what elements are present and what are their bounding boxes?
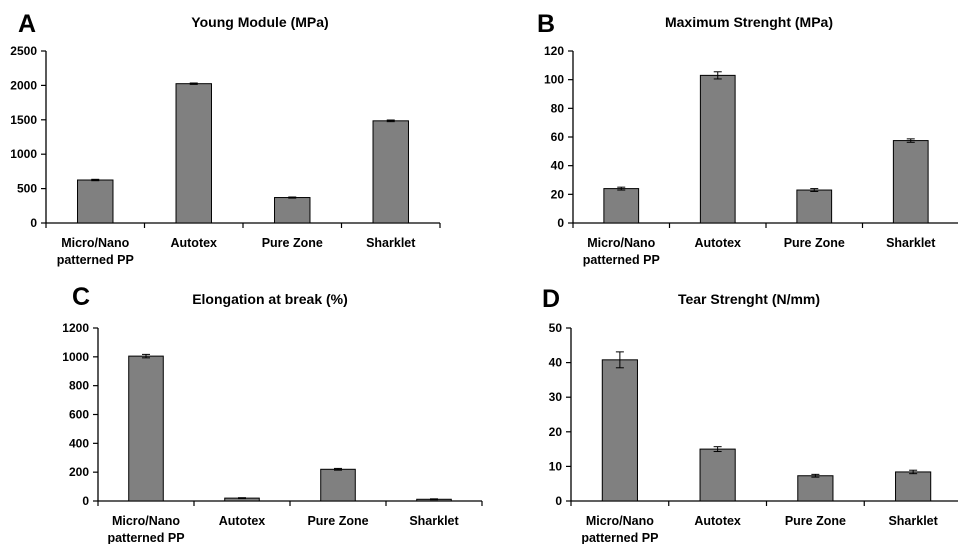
bar [175, 83, 212, 224]
bar [797, 475, 834, 502]
x-category-label: Micro/Nano patterned PP [57, 236, 134, 267]
panel-letter: D [542, 285, 561, 313]
y-tick-label: 120 [544, 44, 564, 58]
bar [372, 120, 409, 224]
chart-title: Young Module (MPa) [191, 14, 329, 30]
y-tick-label: 600 [69, 408, 89, 422]
y-tick-label: 1200 [62, 321, 89, 335]
bar [77, 179, 114, 224]
y-tick-label: 1000 [10, 147, 37, 161]
panel-letter: A [18, 10, 37, 38]
y-tick-label: 0 [30, 216, 37, 230]
chart-title: Maximum Strenght (MPa) [664, 14, 833, 30]
bar [603, 188, 640, 224]
bar [601, 359, 638, 502]
bar [274, 197, 311, 224]
bar-chart-svg: 0 10 20 30 40 50 Micro/Nano patterned PP Autotex… [549, 321, 958, 544]
bar [699, 74, 736, 224]
bar [128, 355, 164, 502]
y-tick-label: 100 [544, 73, 564, 87]
x-category-label: Pure Zone [307, 514, 368, 528]
chart-title: Elongation at break (%) [192, 291, 348, 307]
y-tick-label: 800 [69, 379, 89, 393]
y-tick-label: 80 [551, 101, 565, 115]
y-tick-label: 40 [549, 356, 563, 370]
panel-letter: B [537, 10, 556, 38]
x-category-label: Sharklet [888, 514, 938, 528]
bar [796, 189, 833, 224]
y-tick-label: 20 [549, 425, 563, 439]
y-tick-label: 1500 [10, 113, 37, 127]
x-category-label: Sharklet [366, 236, 416, 250]
bar [892, 140, 929, 224]
y-tick-label: 400 [69, 436, 89, 450]
bar [699, 448, 736, 502]
panel-young-module: A Young Module (MPa) 0 500 1000 1500 2000 250… [0, 0, 479, 272]
bar [895, 471, 932, 502]
y-tick-label: 20 [551, 187, 565, 201]
panel-maximum-strength: B Maximum Strenght (MPa) 0 20 40 60 80 100 120… [479, 0, 958, 272]
panel-elongation-at-break: C Elongation at break (%) 0 200 400 600 800 1… [0, 272, 483, 544]
y-tick-label: 40 [551, 159, 565, 173]
y-tick-label: 50 [549, 321, 563, 335]
y-tick-label: 1000 [62, 350, 89, 364]
y-tick-label: 0 [555, 494, 562, 508]
y-tick-label: 0 [557, 216, 564, 230]
chart-title: Tear Strenght (N/mm) [677, 291, 821, 307]
x-category-label: Autotex [219, 514, 266, 528]
bar-chart-svg: 0 500 1000 1500 2000 2500 Micro/Nano patterned … [10, 44, 441, 267]
x-category-label: Pure Zone [785, 514, 846, 528]
x-category-label: Micro/Nano patterned PP [583, 236, 660, 267]
x-category-label: Autotex [170, 236, 217, 250]
x-category-label: Micro/Nano patterned PP [581, 514, 658, 544]
x-category-label: Pure Zone [784, 236, 845, 250]
x-category-label: Micro/Nano patterned PP [107, 514, 184, 544]
y-tick-label: 60 [551, 130, 565, 144]
y-tick-label: 500 [17, 182, 37, 196]
bar-chart-svg: 0 200 400 600 800 1000 1200 Micro/Nano patterned… [62, 321, 483, 544]
y-tick-label: 10 [549, 459, 563, 473]
y-tick-label: 200 [69, 465, 89, 479]
panel-tear-strength: D Tear Strenght (N/mm) 0 10 20 30 40 50 Micro/… [479, 272, 958, 544]
panel-letter: C [72, 283, 91, 311]
x-category-label: Autotex [694, 514, 741, 528]
y-tick-label: 2500 [10, 44, 37, 58]
x-category-label: Sharklet [409, 514, 459, 528]
y-tick-label: 2000 [10, 78, 37, 92]
y-tick-label: 30 [549, 390, 563, 404]
x-category-label: Sharklet [886, 236, 936, 250]
y-tick-label: 0 [82, 494, 89, 508]
x-category-label: Pure Zone [262, 236, 323, 250]
bar-chart-svg: 0 20 40 60 80 100 120 Micro/Nano patterned PP Aut… [544, 44, 958, 267]
bar [320, 468, 356, 502]
x-category-label: Autotex [694, 236, 741, 250]
